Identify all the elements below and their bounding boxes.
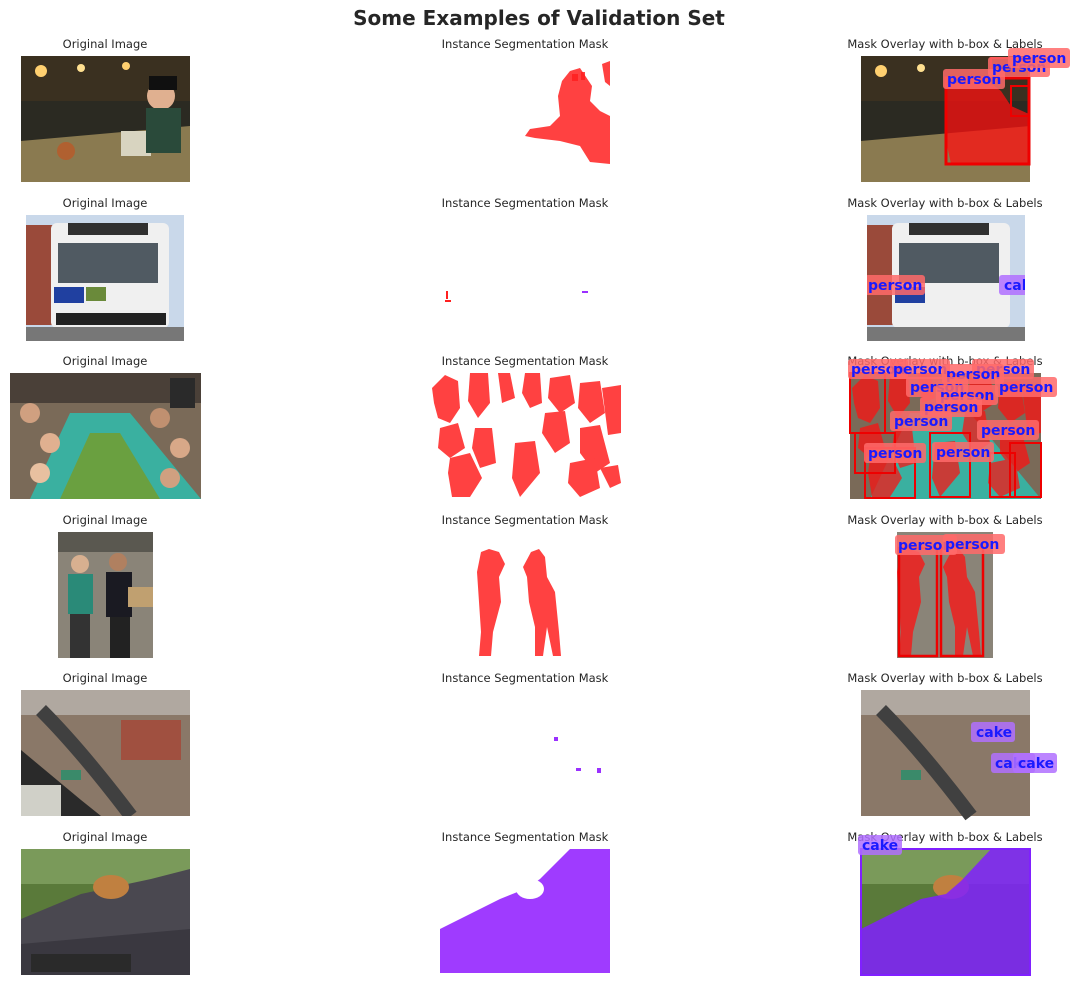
overlay-label: person <box>894 414 948 430</box>
overlay-panel-party: person person person person person perso… <box>848 359 1057 499</box>
panel-title-overlay: Mask Overlay with b-box & Labels <box>847 37 1043 51</box>
panel-title-mask: Instance Segmentation Mask <box>441 671 609 685</box>
panel-title-overlay: Mask Overlay with b-box & Labels <box>847 513 1043 527</box>
mask-panel-two-people <box>477 532 573 658</box>
overlay-label: person <box>1012 51 1066 67</box>
mask-panel-restaurant <box>440 56 610 182</box>
overlay-label: cake <box>976 725 1012 741</box>
panel-title-original: Original Image <box>62 830 148 844</box>
panel-title-original: Original Image <box>62 354 148 368</box>
overlay-label: person <box>945 537 999 553</box>
overlay-panel-train: cake cake cake <box>861 690 1057 821</box>
overlay-label: cake <box>1004 278 1025 294</box>
panel-title-overlay: Mask Overlay with b-box & Labels <box>847 196 1043 210</box>
original-image-two-people <box>58 532 153 658</box>
figure-title: Some Examples of Validation Set <box>353 6 725 30</box>
original-image-cat-car <box>21 849 190 975</box>
original-image-party <box>10 373 201 499</box>
overlay-label: person <box>936 445 990 461</box>
original-image-train <box>21 690 190 816</box>
overlay-label: person <box>999 380 1053 396</box>
original-image-restaurant <box>21 56 190 182</box>
overlay-label: person <box>893 362 947 378</box>
overlay-panel-two-people: person person <box>895 532 1005 658</box>
overlay-label: person <box>947 72 1001 88</box>
mask-panel-cat-car <box>440 849 610 975</box>
overlay-label: person <box>898 538 952 554</box>
panel-title-overlay: Mask Overlay with b-box & Labels <box>847 671 1043 685</box>
overlay-panel-cat-car: cake <box>858 835 1031 976</box>
panel-title-original: Original Image <box>62 196 148 210</box>
panel-title-original: Original Image <box>62 37 148 51</box>
original-image-bus <box>26 215 184 341</box>
overlay-panel-restaurant: person person person <box>861 48 1070 182</box>
panel-title-original: Original Image <box>62 513 148 527</box>
panel-title-original: Original Image <box>62 671 148 685</box>
panel-title-mask: Instance Segmentation Mask <box>441 354 609 368</box>
overlay-label: person <box>981 423 1035 439</box>
panel-title-mask: Instance Segmentation Mask <box>441 513 609 527</box>
overlay-label: person <box>868 446 922 462</box>
mask-panel-train <box>440 690 610 816</box>
overlay-label: cake <box>1018 756 1054 772</box>
panel-title-mask: Instance Segmentation Mask <box>441 37 609 51</box>
overlay-panel-bus: person cake <box>867 215 1025 341</box>
mask-panel-party <box>430 373 621 499</box>
panel-title-mask: Instance Segmentation Mask <box>441 196 609 210</box>
overlay-label: person <box>868 278 922 294</box>
overlay-label: cake <box>862 838 898 854</box>
mask-panel-bus <box>440 215 610 341</box>
panel-title-mask: Instance Segmentation Mask <box>441 830 609 844</box>
